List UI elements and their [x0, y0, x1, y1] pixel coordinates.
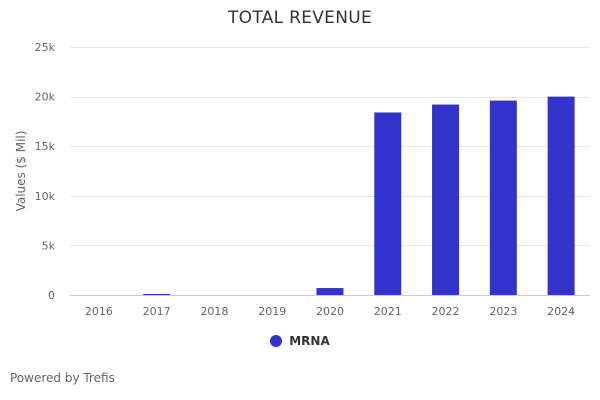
y-tick-label: 5k — [42, 239, 56, 252]
x-tick-label: 2019 — [258, 305, 286, 318]
x-axis-ticks: 2016 2017 2018 2019 2020 2021 2022 2023 2024 — [85, 305, 575, 318]
bar-2024[interactable] — [547, 96, 575, 295]
x-tick-label: 2020 — [316, 305, 344, 318]
y-axis-ticks: 0 5k 10k 15k 20k 25k — [35, 41, 56, 302]
credits-link[interactable]: Powered by Trefis — [10, 371, 115, 385]
x-tick-label: 2016 — [85, 305, 113, 318]
x-tick-label: 2023 — [489, 305, 517, 318]
x-tick-label: 2017 — [143, 305, 171, 318]
x-tick-label: 2022 — [432, 305, 460, 318]
y-tick-label: 0 — [48, 289, 55, 302]
legend-marker-icon — [270, 335, 283, 347]
y-tick-label: 25k — [35, 41, 56, 54]
y-tick-label: 10k — [35, 190, 56, 203]
x-tick-label: 2018 — [200, 305, 228, 318]
bar-2022[interactable] — [432, 104, 460, 295]
x-tick-label: 2024 — [547, 305, 575, 318]
x-tick-label: 2021 — [374, 305, 402, 318]
y-axis-title: Values ($ Mil) — [14, 131, 28, 212]
y-tick-label: 15k — [35, 140, 56, 153]
bar-2017[interactable] — [143, 294, 171, 296]
bars — [143, 96, 575, 296]
bar-2020[interactable] — [316, 288, 344, 295]
legend[interactable]: MRNA — [0, 334, 600, 348]
legend-item-mrna[interactable]: MRNA — [289, 334, 330, 348]
chart-title: TOTAL REVENUE — [227, 8, 373, 28]
bar-2021[interactable] — [374, 112, 402, 295]
bar-2023[interactable] — [489, 100, 517, 296]
y-tick-label: 20k — [35, 91, 56, 104]
